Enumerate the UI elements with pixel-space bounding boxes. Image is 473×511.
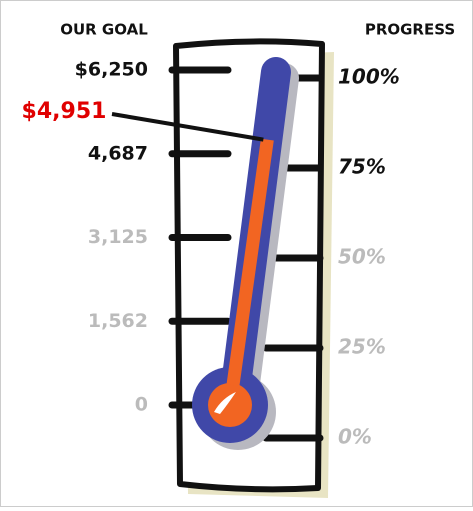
y-tick-label: $6,250 xyxy=(75,59,148,81)
bulb-fill xyxy=(208,383,252,427)
y-tick-label: 3,125 xyxy=(88,226,148,248)
right-title: PROGRESS xyxy=(365,21,455,39)
value-label: $4,951 xyxy=(22,99,107,124)
left-title: OUR GOAL xyxy=(60,21,148,39)
y2-tick-label: 75% xyxy=(338,155,386,179)
y2-tick-label: 0% xyxy=(338,425,372,449)
y-tick-label: 1,562 xyxy=(88,310,148,332)
y2-tick-label: 100% xyxy=(338,65,400,89)
y-tick-label: 0 xyxy=(135,394,148,416)
y-tick-label: 4,687 xyxy=(88,142,148,164)
chart: OUR GOAL PROGRESS 0 1,562 3,125 4,687 $6,250… xyxy=(0,0,473,507)
y2-tick-label: 50% xyxy=(338,245,386,269)
y2-tick-label: 25% xyxy=(338,335,386,359)
